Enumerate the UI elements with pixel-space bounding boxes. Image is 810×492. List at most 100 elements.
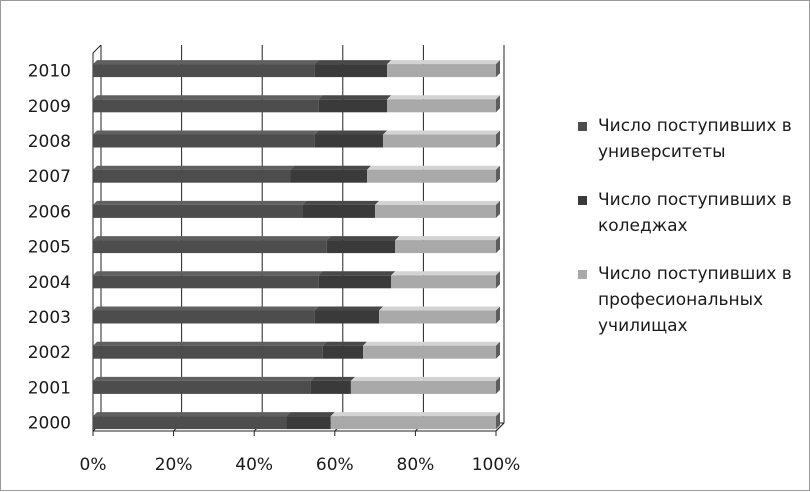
y-tick-label-2001: 2001 (28, 378, 71, 398)
x-tick-label-3: 60% (316, 455, 354, 475)
y-tick-label-2008: 2008 (28, 132, 71, 152)
y-tick-label-2009: 2009 (28, 97, 71, 117)
bar-2010-s0 (93, 64, 315, 78)
bar-2010-s2 (387, 64, 496, 78)
bar-2008-s2-side (496, 130, 500, 148)
bar-2007-s2-top (367, 165, 500, 170)
legend-swatch-vocational (578, 270, 587, 279)
y-tick-label-2007: 2007 (28, 167, 71, 187)
bar-2000-s2 (330, 416, 496, 430)
bar-2003-s0 (93, 310, 315, 324)
bar-2004-s2 (391, 275, 496, 289)
bar-2009-s2 (387, 99, 496, 113)
bar-2000-s1-top (286, 412, 335, 417)
bar-2010-s2-side (496, 60, 500, 78)
bar-2001-s1 (310, 380, 351, 394)
x-tick-label-0: 0% (80, 455, 107, 475)
y-tick-label-2005: 2005 (28, 238, 71, 258)
bar-2008-s0 (93, 134, 315, 148)
bar-2009-s0 (93, 99, 319, 113)
legend-item-vocational: Число поступивших в професиональных учил… (578, 261, 806, 339)
bar-2006-s1-top (302, 200, 380, 205)
bar-2010-s2-top (387, 60, 500, 65)
y-tick-label-2010: 2010 (28, 62, 71, 82)
bar-2001-s2-top (350, 376, 500, 381)
bar-2006-s2-side (496, 200, 500, 218)
bar-2004-s0 (93, 275, 319, 289)
legend-label-universities: Число поступивших в университеты (598, 116, 792, 162)
bar-2009-s1 (318, 99, 388, 113)
legend-item-universities: Число поступивших в университеты (578, 113, 806, 165)
bar-2003-s2-side (496, 306, 500, 324)
bar-2010-s1-top (314, 60, 392, 65)
bar-2000-s0 (93, 416, 287, 430)
bar-2005-s1-top (326, 236, 400, 241)
bar-2008-s0-top (93, 130, 319, 135)
bar-2008-s1-top (314, 130, 388, 135)
y-tick-label-2006: 2006 (28, 202, 71, 222)
bar-2009-s2-top (387, 95, 500, 100)
legend-swatch-colleges (578, 196, 587, 205)
bar-2007-s1-top (290, 165, 372, 170)
y-tick-label-2003: 2003 (28, 308, 71, 328)
bar-2004-s2-side (496, 271, 500, 289)
bar-2004-s1 (318, 275, 392, 289)
bar-2005-s2 (395, 240, 496, 254)
bar-2007-s0-top (93, 165, 295, 170)
bar-2008-s2 (383, 134, 496, 148)
bar-2006-s0-top (93, 200, 307, 205)
bar-2004-s0-top (93, 271, 323, 276)
bars (93, 60, 500, 430)
bar-2002-s2-top (363, 341, 500, 346)
bar-2002-s2 (363, 345, 496, 359)
bar-2005-s2-side (496, 236, 500, 254)
bar-2005-s0 (93, 240, 327, 254)
bar-2003-s1 (314, 310, 380, 324)
legend-label-vocational: Число поступивших в професиональных учил… (598, 264, 792, 336)
bar-2008-s1 (314, 134, 384, 148)
bar-2010-s1 (314, 64, 388, 78)
bar-2003-s0-top (93, 306, 319, 311)
bar-2002-s0 (93, 345, 323, 359)
bar-2001-s2-side (496, 376, 500, 394)
y-axis-top-edge (92, 44, 102, 54)
bar-2007-s0 (93, 169, 291, 183)
bar-2006-s1 (302, 204, 376, 218)
x-tick-label-4: 80% (397, 455, 435, 475)
bar-2002-s1 (322, 345, 364, 359)
bar-2003-s2-top (379, 306, 500, 311)
bar-2002-s2-side (496, 341, 500, 359)
bar-2001-s1-top (310, 376, 355, 381)
x-tick-label-2: 40% (235, 455, 273, 475)
bar-2002-s1-top (322, 341, 368, 346)
bar-2004-s2-top (391, 271, 500, 276)
bar-2007-s2-side (496, 165, 500, 183)
bar-2003-s1-top (314, 306, 384, 311)
legend-label-colleges: Число поступивших в коледжах (598, 190, 792, 236)
bar-2000-s2-top (330, 412, 500, 417)
bar-2001-s0 (93, 380, 311, 394)
bar-2004-s1-top (318, 271, 396, 276)
bar-2003-s2 (379, 310, 496, 324)
y-tick-label-2002: 2002 (28, 343, 71, 363)
bar-2000-s0-top (93, 412, 291, 417)
x-tick-labels: 0% 20% 40% 60% 80% 100% (80, 455, 521, 475)
bar-2001-s0-top (93, 376, 315, 381)
y-tick-labels: 2000 2001 2002 2003 2004 2005 2006 2007 2008 2009… (28, 62, 71, 434)
bar-2007-s2 (367, 169, 496, 183)
legend-swatch-universities (578, 122, 587, 131)
bar-2009-s1-top (318, 95, 392, 100)
y-tick-label-2000: 2000 (28, 414, 71, 434)
bar-2005-s1 (326, 240, 396, 254)
bar-2008-s2-top (383, 130, 500, 135)
legend: Число поступивших в университеты Число п… (578, 113, 806, 361)
bar-2007-s1 (290, 169, 368, 183)
bar-2001-s2 (350, 380, 496, 394)
bar-2002-s0-top (93, 341, 327, 346)
bar-2010-s0-top (93, 60, 319, 65)
y-tick-label-2004: 2004 (28, 273, 71, 293)
x-tick-label-5: 100% (472, 455, 521, 475)
bar-2005-s0-top (93, 236, 331, 241)
